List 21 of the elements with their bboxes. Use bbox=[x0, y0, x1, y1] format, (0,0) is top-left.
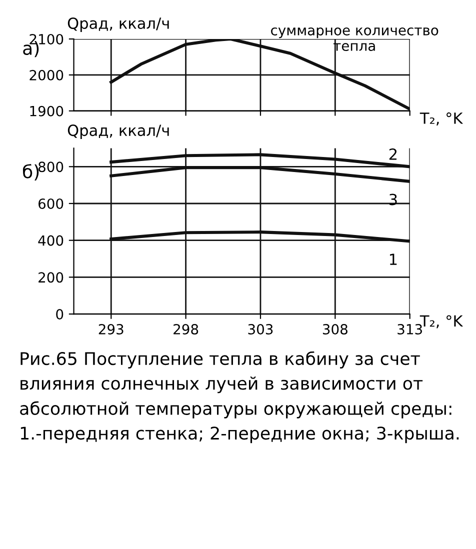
text: Рис.65 Поступление тепла в кабину за счет влияния солнечных лучей в зависимости от абсолютной температуры окружающей среды: 1.-передняя стенка; 2-передние окна; 3-крыша. bbox=[20, 351, 459, 444]
x-tick-label: 308 bbox=[322, 324, 348, 334]
y-tick-label: 0 bbox=[56, 308, 64, 320]
x-tick-label: 298 bbox=[174, 324, 198, 334]
y-tick-label: 400 bbox=[38, 235, 64, 246]
text: б) bbox=[22, 164, 39, 180]
series-label: 2 bbox=[389, 148, 396, 160]
x-tick-label: 303 bbox=[248, 324, 273, 334]
series-label: 3 bbox=[389, 194, 397, 206]
y-axis-title: Qрад, ккал/ч bbox=[68, 17, 169, 32]
y-axis-title: Qрад, ккал/ч bbox=[68, 124, 169, 140]
x-axis-title: T₂, °K bbox=[420, 112, 464, 126]
x-tick-label: 293 bbox=[98, 324, 124, 334]
y-tick-label: 2000 bbox=[30, 70, 64, 80]
y-tick-label: 800 bbox=[38, 162, 64, 172]
x-axis-title: T₂, °K bbox=[420, 315, 464, 328]
series-label: 1 bbox=[390, 254, 397, 265]
y-tick-label: 600 bbox=[38, 198, 64, 209]
y-tick-label: 200 bbox=[38, 272, 64, 283]
y-tick-label: 1900 bbox=[30, 106, 64, 116]
x-tick-label: 313 bbox=[398, 324, 422, 334]
